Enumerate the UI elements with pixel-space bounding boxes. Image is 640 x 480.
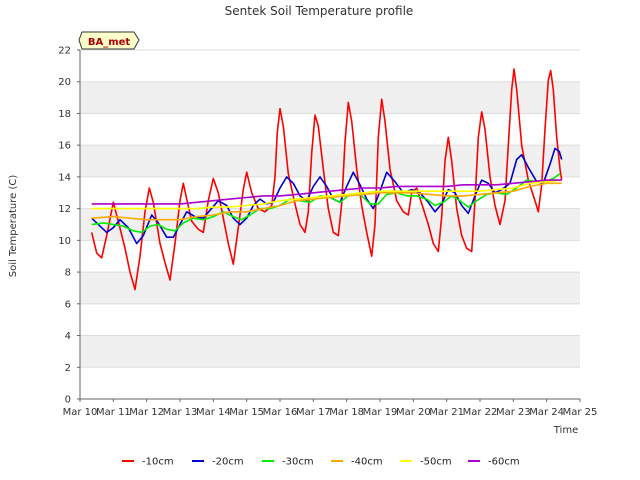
x-tick-label: Mar 20 xyxy=(396,407,431,418)
legend-label: -10cm xyxy=(142,457,174,468)
x-tick-label: Mar 18 xyxy=(329,407,364,418)
plot-band xyxy=(80,81,580,114)
axes xyxy=(79,50,580,400)
legend-label: -30cm xyxy=(282,457,314,468)
x-tick-label: Mar 10 xyxy=(63,407,98,418)
legend-item: -60cm xyxy=(468,457,520,468)
x-tick-label: Mar 17 xyxy=(296,407,331,418)
x-tick-label: Mar 19 xyxy=(363,407,398,418)
x-tick-label: Mar 14 xyxy=(196,407,231,418)
series-lines xyxy=(90,68,563,291)
plot-band xyxy=(80,272,580,304)
x-tick-label: Mar 25 xyxy=(563,407,598,418)
series-line-minus-60cm xyxy=(91,179,562,205)
series-line-minus-50cm xyxy=(91,179,562,210)
legend-item: -40cm xyxy=(331,457,383,468)
legend-label: -20cm xyxy=(212,457,244,468)
chart-title: Sentek Soil Temperature profile xyxy=(225,4,414,18)
site-label-box: BA_met xyxy=(78,31,140,50)
legend-item: -30cm xyxy=(262,457,314,468)
y-tick-label: 8 xyxy=(65,268,71,279)
x-tick-label: Mar 23 xyxy=(496,407,531,418)
plot-band xyxy=(80,335,580,368)
x-tick-label: Mar 22 xyxy=(463,407,498,418)
x-tick-label: Mar 11 xyxy=(96,407,131,418)
legend-label: -60cm xyxy=(488,457,520,468)
x-tick-label: Mar 15 xyxy=(229,407,264,418)
y-tick-label: 6 xyxy=(65,299,71,310)
legend-item: -50cm xyxy=(400,457,452,468)
site-label: BA_met xyxy=(88,37,131,48)
legend-label: -40cm xyxy=(351,457,383,468)
y-tick-label: 22 xyxy=(58,46,71,57)
y-tick-label: 12 xyxy=(58,204,71,215)
legend-label: -50cm xyxy=(420,457,452,468)
y-tick-label: 18 xyxy=(58,109,71,120)
y-axis-label: Soil Temperature (C) xyxy=(8,175,19,278)
x-tick-label: Mar 13 xyxy=(163,407,198,418)
y-tick-label: 2 xyxy=(65,363,71,374)
x-axis-label: Time xyxy=(553,425,578,436)
y-tick-labels: 0 2 4 6 8 10 12 14 16 18 20 22 xyxy=(58,46,80,406)
y-tick-label: 10 xyxy=(58,236,71,247)
y-tick-label: 4 xyxy=(65,331,71,342)
y-tick-label: 20 xyxy=(58,77,71,88)
plot-band xyxy=(80,145,580,177)
x-tick-label: Mar 24 xyxy=(529,407,564,418)
legend-item: -20cm xyxy=(192,457,244,468)
series-line-minus-40cm xyxy=(91,182,562,221)
series-line-minus-10cm xyxy=(90,68,563,291)
y-tick-label: 14 xyxy=(58,172,71,183)
x-tick-label: Mar 12 xyxy=(129,407,164,418)
x-tick-label: Mar 21 xyxy=(429,407,464,418)
x-tick-label: Mar 16 xyxy=(263,407,298,418)
y-tick-label: 16 xyxy=(58,141,71,152)
legend: -10cm -20cm -30cm -40cm -50cm -60cm xyxy=(122,457,520,468)
legend-item: -10cm xyxy=(122,457,174,468)
y-tick-label: 0 xyxy=(65,395,71,406)
